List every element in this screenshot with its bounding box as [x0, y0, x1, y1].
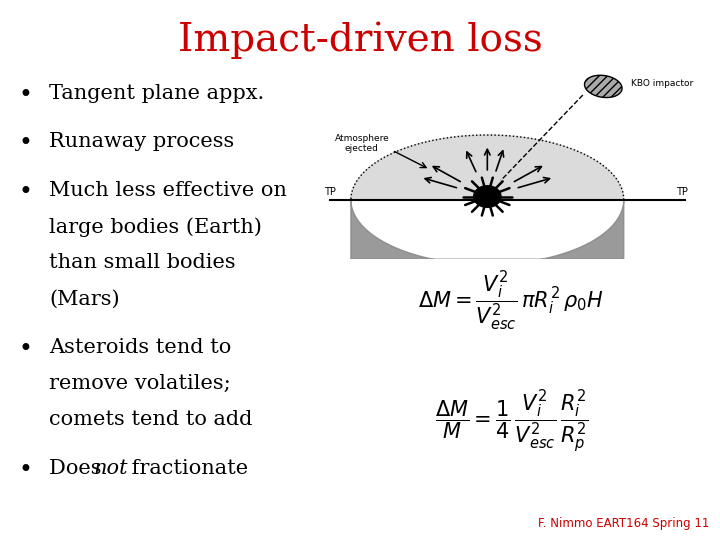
- Polygon shape: [474, 186, 501, 207]
- Text: comets tend to add: comets tend to add: [49, 410, 252, 429]
- Text: TP: TP: [675, 186, 688, 197]
- Text: KBO impactor: KBO impactor: [631, 79, 693, 87]
- Text: •: •: [18, 459, 32, 482]
- Text: •: •: [18, 84, 32, 107]
- Text: F. Nimmo EART164 Spring 11: F. Nimmo EART164 Spring 11: [538, 517, 709, 530]
- Text: $\Delta M = \dfrac{V_i^2}{V_{esc}^2}\, \pi R_i^2\, \rho_0 H$: $\Delta M = \dfrac{V_i^2}{V_{esc}^2}\, \…: [418, 270, 604, 333]
- Ellipse shape: [585, 75, 622, 98]
- Text: Atmosphere
ejected: Atmosphere ejected: [335, 134, 390, 153]
- Text: (Mars): (Mars): [49, 289, 120, 308]
- Polygon shape: [351, 135, 624, 200]
- Text: Does: Does: [49, 459, 108, 478]
- Text: •: •: [18, 181, 32, 204]
- Text: Much less effective on: Much less effective on: [49, 181, 287, 200]
- Text: •: •: [18, 338, 32, 361]
- Text: remove volatiles;: remove volatiles;: [49, 374, 230, 393]
- Polygon shape: [351, 200, 624, 265]
- Text: Runaway process: Runaway process: [49, 132, 234, 151]
- Text: •: •: [18, 132, 32, 156]
- Text: Asteroids tend to: Asteroids tend to: [49, 338, 231, 357]
- Text: than small bodies: than small bodies: [49, 253, 235, 272]
- Text: $\dfrac{\Delta M}{M} = \dfrac{1}{4}\, \dfrac{V_i^2}{V_{esc}^2}\, \dfrac{R_i^2}{R: $\dfrac{\Delta M}{M} = \dfrac{1}{4}\, \d…: [435, 389, 588, 455]
- Text: large bodies (Earth): large bodies (Earth): [49, 217, 262, 237]
- Text: TP: TP: [323, 186, 336, 197]
- Text: not: not: [94, 459, 128, 478]
- Text: Tangent plane appx.: Tangent plane appx.: [49, 84, 264, 103]
- Text: fractionate: fractionate: [125, 459, 248, 478]
- Text: Impact-driven loss: Impact-driven loss: [178, 22, 542, 59]
